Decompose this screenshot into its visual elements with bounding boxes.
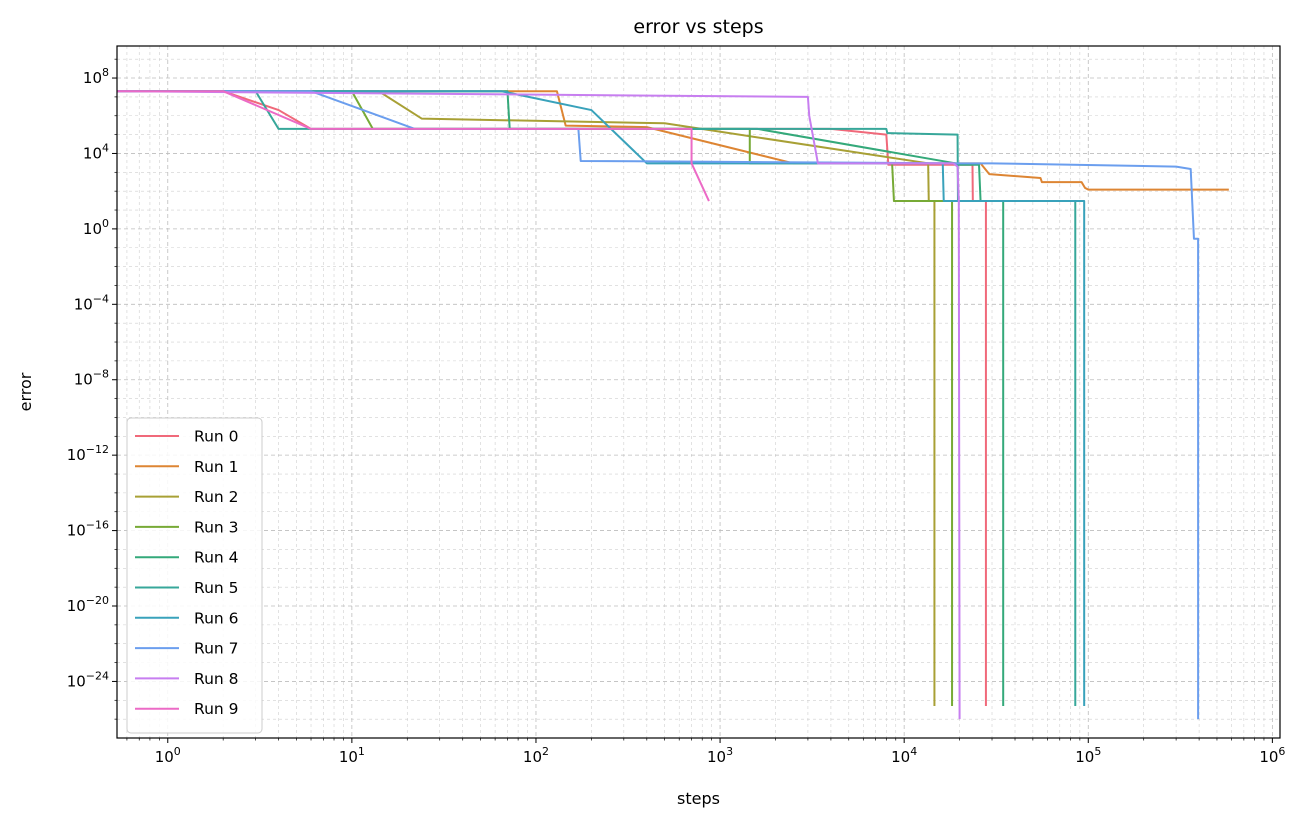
series-line-run-7 xyxy=(117,90,1200,720)
y-tick-label: 10−16 xyxy=(67,519,109,540)
x-tick-label: 103 xyxy=(707,745,733,766)
y-tick-label: 10−20 xyxy=(67,594,109,615)
y-tick-exponent: 8 xyxy=(102,66,109,79)
x-tick-base: 10 xyxy=(523,748,542,766)
y-tick-base: 10 xyxy=(83,144,102,162)
x-tick-exponent: 0 xyxy=(174,745,181,758)
series-line-run-9 xyxy=(117,90,710,202)
legend-label: Run 1 xyxy=(194,458,239,476)
x-tick-exponent: 3 xyxy=(726,745,733,758)
legend-label: Run 9 xyxy=(194,700,239,718)
y-tick-base: 10 xyxy=(74,371,93,389)
x-tick-label: 101 xyxy=(339,745,365,766)
legend-label: Run 5 xyxy=(194,579,239,597)
legend-label: Run 4 xyxy=(194,549,239,567)
x-tick-exponent: 2 xyxy=(542,745,549,758)
y-tick-base: 10 xyxy=(83,220,102,238)
y-tick-exponent: 0 xyxy=(102,217,109,230)
x-tick-base: 10 xyxy=(1075,748,1094,766)
x-tick-label: 100 xyxy=(155,745,181,766)
legend-label: Run 7 xyxy=(194,640,239,658)
x-axis-label: steps xyxy=(677,789,720,808)
grid-major xyxy=(117,46,1280,738)
y-tick-base: 10 xyxy=(67,522,86,540)
y-tick-label: 10−8 xyxy=(74,368,109,389)
series-lines xyxy=(117,90,1229,720)
legend-label: Run 6 xyxy=(194,609,239,627)
y-axis-label: error xyxy=(16,372,35,411)
y-tick-base: 10 xyxy=(83,69,102,87)
legend: Run 0 Run 1 Run 2 Run 3 Run 4 Run 5 Run 6 Run 7… xyxy=(126,417,263,734)
y-tick-base: 10 xyxy=(74,295,93,313)
chart-title: error vs steps xyxy=(633,16,763,38)
x-tick-labels: 100 101 102 103 104 105 106 xyxy=(155,745,1286,766)
y-tick-label: 10−24 xyxy=(67,669,109,690)
x-tick-label: 106 xyxy=(1259,745,1285,766)
grid-minor xyxy=(117,46,1280,738)
x-tick-exponent: 5 xyxy=(1094,745,1101,758)
y-tick-label: 10−12 xyxy=(67,443,109,464)
series-line-run-8 xyxy=(117,90,961,720)
axis-ticks xyxy=(112,58,1273,743)
x-tick-base: 10 xyxy=(1259,748,1278,766)
y-tick-base: 10 xyxy=(67,446,86,464)
x-tick-exponent: 1 xyxy=(358,745,365,758)
legend-label: Run 2 xyxy=(194,488,239,506)
y-tick-exponent: −8 xyxy=(93,368,109,381)
x-tick-label: 102 xyxy=(523,745,549,766)
y-tick-label: 10−4 xyxy=(74,292,109,313)
x-tick-exponent: 6 xyxy=(1278,745,1285,758)
y-tick-exponent: −20 xyxy=(86,594,109,607)
y-tick-base: 10 xyxy=(67,672,86,690)
y-tick-label: 104 xyxy=(83,141,109,162)
plot-frame xyxy=(116,45,1281,739)
y-tick-exponent: −16 xyxy=(86,519,109,532)
y-tick-base: 10 xyxy=(67,597,86,615)
y-tick-label: 100 xyxy=(83,217,109,238)
x-tick-base: 10 xyxy=(339,748,358,766)
y-tick-exponent: −4 xyxy=(93,292,109,305)
y-tick-label: 108 xyxy=(83,66,109,87)
legend-label: Run 0 xyxy=(194,428,239,446)
x-tick-label: 105 xyxy=(1075,745,1101,766)
x-tick-base: 10 xyxy=(707,748,726,766)
legend-label: Run 8 xyxy=(194,670,239,688)
x-tick-base: 10 xyxy=(155,748,174,766)
x-tick-label: 104 xyxy=(891,745,917,766)
legend-label: Run 3 xyxy=(194,518,239,536)
x-tick-base: 10 xyxy=(891,748,910,766)
y-tick-exponent: −12 xyxy=(86,443,109,456)
series-line-run-1 xyxy=(117,90,1229,191)
x-tick-exponent: 4 xyxy=(910,745,917,758)
y-tick-exponent: 4 xyxy=(102,141,109,154)
y-tick-exponent: −24 xyxy=(86,669,109,682)
